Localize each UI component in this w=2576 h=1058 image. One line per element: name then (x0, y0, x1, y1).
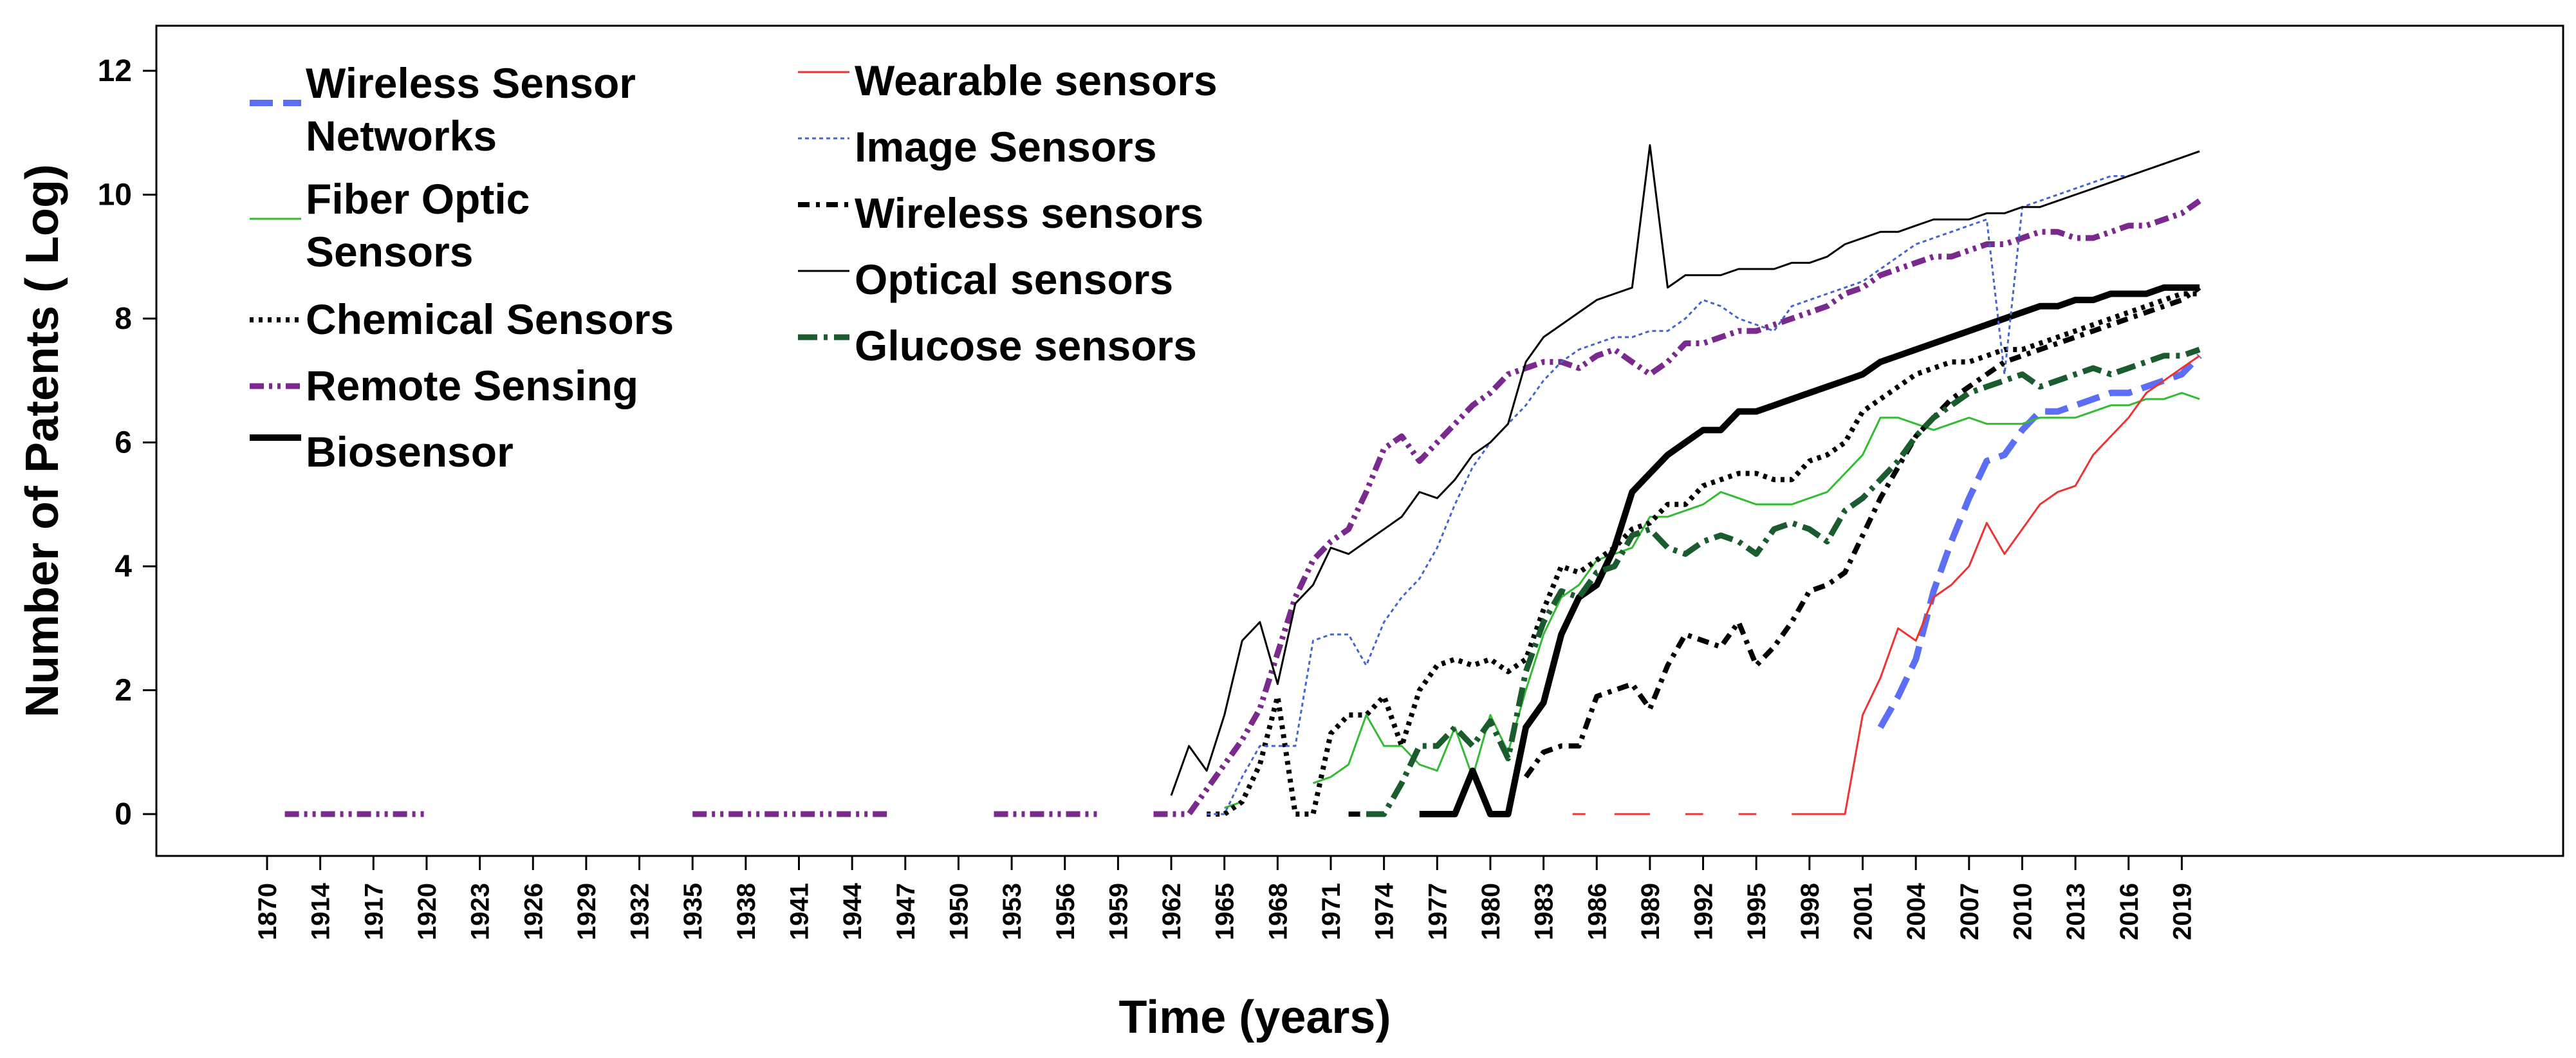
series-line (1366, 346, 2201, 817)
series-line (1170, 144, 2200, 796)
y-tick-label: 6 (115, 426, 132, 460)
x-tick-label: 2001 (1849, 883, 1878, 940)
x-tick-label: 1971 (1317, 883, 1346, 940)
x-tick-label: 1965 (1211, 883, 1239, 940)
x-tick-label: 1998 (1796, 883, 1824, 940)
series-layer (284, 144, 2202, 817)
x-tick-label: 2019 (2168, 883, 2196, 940)
legend-label: Remote Sensing (306, 362, 638, 409)
x-tick-label: 1914 (307, 882, 335, 940)
legend-label: Optical sensors (855, 255, 1173, 303)
x-tick-label: 1989 (1636, 883, 1665, 940)
x-tick-label: 1980 (1477, 883, 1505, 940)
x-tick-label: 1917 (360, 883, 388, 940)
x-tick-label: 1920 (413, 883, 441, 940)
x-tick-label: 1941 (786, 883, 814, 940)
y-tick-label: 8 (115, 302, 132, 336)
x-tick-label: 1992 (1690, 883, 1718, 940)
x-tick-label: 1870 (254, 883, 282, 940)
legend-label: Wireless Sensor Networks (306, 59, 636, 160)
x-axis-title: Time (years) (1119, 992, 1391, 1043)
x-tick-label: 1956 (1052, 883, 1080, 940)
y-tick-label: 12 (98, 54, 132, 88)
x-tick-label: 2007 (1956, 883, 1984, 940)
x-tick-label: 1932 (626, 883, 654, 940)
x-tick-label: 2010 (2008, 883, 2037, 940)
x-tick-label: 1944 (839, 882, 867, 940)
series-line (1207, 291, 2200, 817)
x-tick-label: 1974 (1371, 882, 1399, 940)
x-tick-label: 1947 (892, 883, 920, 940)
legend-label: Biosensor (306, 428, 514, 476)
x-tick-label: 1959 (1104, 883, 1133, 940)
x-tick-label: 1953 (998, 883, 1026, 940)
legend-label: Glucose sensors (855, 322, 1197, 369)
legend-label: Image Sensors (855, 123, 1157, 171)
x-tick-label: 1995 (1743, 883, 1771, 940)
legend: Wireless Sensor Networks Fiber Optic Sensor… (250, 57, 1218, 476)
x-tick-label: 1983 (1530, 883, 1559, 940)
series-line (1877, 353, 2202, 729)
x-tick-label: 1926 (519, 883, 548, 940)
legend-label: Wearable sensors (855, 57, 1218, 104)
series-line (1313, 392, 2200, 784)
x-tick-label: 2013 (2062, 883, 2090, 940)
x-tick-label: 1950 (945, 883, 973, 940)
y-axis-title: Number of Patents ( Log) (17, 164, 68, 718)
x-tick-label: 1962 (1158, 883, 1186, 940)
series-line (1792, 355, 2200, 815)
x-tick-label: 1986 (1583, 883, 1611, 940)
plot-area-frame (155, 24, 2564, 857)
y-tick-label: 4 (115, 550, 132, 584)
y-tick-label: 2 (115, 674, 132, 708)
series-line (1207, 150, 2200, 815)
legend-label: Chemical Sensors (306, 295, 674, 343)
y-tick-label: 10 (98, 178, 132, 212)
series-line (1419, 284, 2200, 817)
x-tick-label: 2004 (1902, 882, 1931, 940)
x-tick-label: 1968 (1264, 883, 1292, 940)
series-line (1153, 198, 2201, 817)
x-tick-label: 1935 (679, 883, 707, 940)
x-tick-label: 1929 (573, 883, 601, 940)
legend-label: Wireless sensors (855, 189, 1203, 237)
x-tick-label: 2016 (2115, 883, 2144, 940)
x-tick-label: 1938 (732, 883, 761, 940)
x-tick-label: 1923 (467, 883, 495, 940)
y-tick-label: 0 (115, 797, 132, 831)
series-line (1523, 285, 2201, 779)
x-tick-label: 1977 (1423, 883, 1452, 940)
legend-label: Fiber Optic Sensors (306, 175, 530, 275)
y-axis: 0 2 4 6 8 10 12 (98, 54, 156, 831)
x-axis: 1870 1914 1917 1920 1923 1926 1929 1932 1935 1938… (254, 856, 2196, 940)
